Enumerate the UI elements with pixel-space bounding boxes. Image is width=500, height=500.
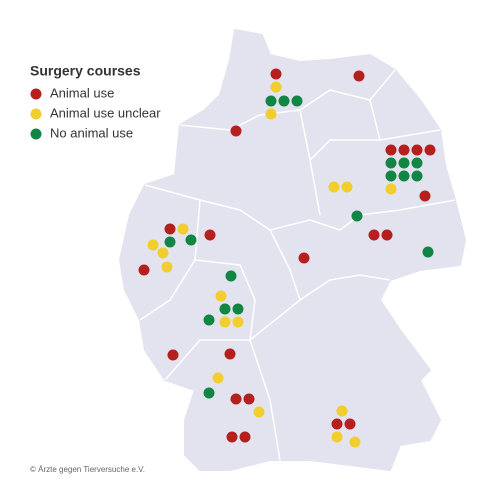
course-dot (232, 316, 244, 328)
legend-label: No animal use (50, 125, 133, 140)
legend-title: Surgery courses (30, 63, 141, 79)
course-dot (204, 229, 216, 241)
course-dot (270, 68, 282, 80)
course-dot (298, 252, 310, 264)
legend-marker (30, 88, 42, 100)
course-dot (164, 223, 176, 235)
legend-label: Animal use unclear (50, 105, 161, 120)
course-dot (422, 246, 434, 258)
course-dot (341, 181, 353, 193)
course-dot (381, 229, 393, 241)
course-dot (230, 393, 242, 405)
course-dot (138, 264, 150, 276)
course-dot (239, 431, 251, 443)
course-dot (265, 95, 277, 107)
legend-marker (30, 108, 42, 120)
course-dot (331, 431, 343, 443)
course-dot (419, 190, 431, 202)
course-dot (270, 81, 282, 93)
course-dot (243, 393, 255, 405)
course-dot (185, 234, 197, 246)
course-dot (336, 405, 348, 417)
course-dot (147, 239, 159, 251)
course-dot (177, 223, 189, 235)
course-dot (219, 303, 231, 315)
course-dot (157, 247, 169, 259)
course-dot (230, 125, 242, 137)
course-dot (167, 349, 179, 361)
course-dot (232, 303, 244, 315)
course-dot (351, 210, 363, 222)
course-dot (225, 270, 237, 282)
course-dot (385, 183, 397, 195)
course-dot (385, 170, 397, 182)
course-dot (411, 157, 423, 169)
course-dot (331, 418, 343, 430)
course-dot (278, 95, 290, 107)
state-borders (139, 69, 456, 461)
course-dot (164, 236, 176, 248)
course-dot (398, 170, 410, 182)
course-dot (291, 95, 303, 107)
course-dot (385, 144, 397, 156)
course-dot (212, 372, 224, 384)
course-dot (398, 157, 410, 169)
germany-outline (118, 28, 467, 472)
course-dot (226, 431, 238, 443)
course-dot (219, 316, 231, 328)
course-dot (398, 144, 410, 156)
course-dot (203, 314, 215, 326)
course-dot (265, 108, 277, 120)
course-dot (215, 290, 227, 302)
legend-marker (30, 128, 42, 140)
course-dot (161, 261, 173, 273)
course-dot (224, 348, 236, 360)
course-dot (385, 157, 397, 169)
credit: © Ärzte gegen Tierversuche e.V. (30, 465, 145, 474)
course-dot (353, 70, 365, 82)
course-dot (203, 387, 215, 399)
course-dot (253, 406, 265, 418)
course-dot (328, 181, 340, 193)
course-dot (368, 229, 380, 241)
course-dot (344, 418, 356, 430)
course-dot (424, 144, 436, 156)
course-dot (411, 144, 423, 156)
course-dot (411, 170, 423, 182)
course-dot (349, 436, 361, 448)
legend-label: Animal use (50, 85, 114, 100)
